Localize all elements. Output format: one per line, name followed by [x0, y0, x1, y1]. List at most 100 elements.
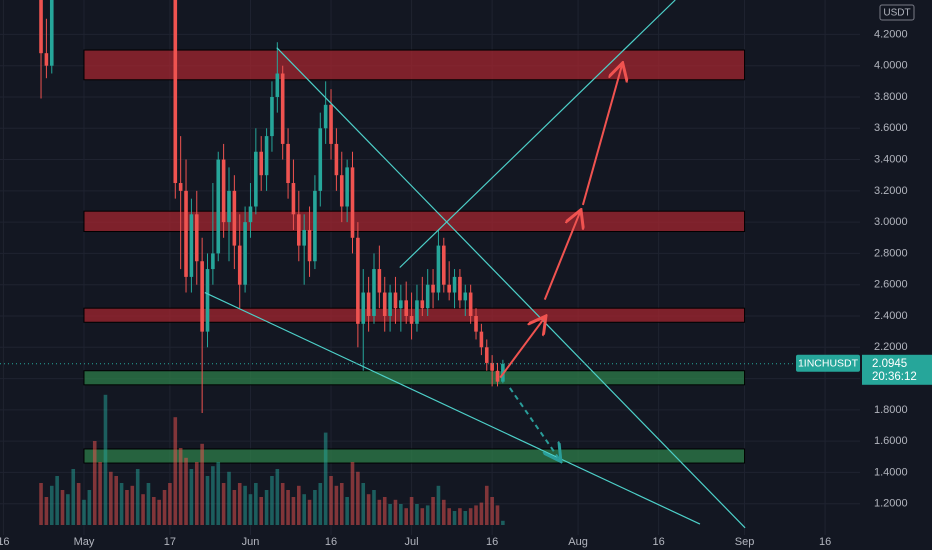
- candle-body: [221, 159, 226, 223]
- volume-bar: [200, 443, 204, 525]
- x-tick-label: 16: [0, 536, 10, 548]
- x-tick-label: 17: [164, 536, 176, 548]
- volume-bar: [237, 483, 242, 525]
- candle-body: [334, 143, 339, 176]
- volume-bar: [248, 494, 253, 525]
- currency-label: USDT: [883, 8, 910, 19]
- x-tick-label: Aug: [568, 536, 588, 548]
- candle-body: [425, 284, 430, 309]
- candle-body: [184, 190, 188, 277]
- candle-body: [323, 104, 328, 129]
- volume-bar: [152, 497, 156, 525]
- candle-body: [254, 151, 258, 207]
- volume-bar: [334, 485, 339, 525]
- volume-bar: [468, 508, 473, 525]
- volume-bar: [205, 476, 210, 525]
- candle-body: [415, 300, 419, 324]
- zone: [83, 370, 746, 386]
- volume-bar: [264, 490, 269, 525]
- volume-bar: [109, 471, 113, 525]
- zone: [83, 210, 746, 233]
- volume-bar: [366, 494, 371, 525]
- arrow: [509, 387, 560, 460]
- volume-bar: [243, 485, 247, 525]
- volume-bar: [345, 497, 349, 525]
- y-tick-label: 3.8000: [874, 91, 908, 103]
- x-tick-label: 16: [325, 536, 337, 548]
- y-tick-label: 4.2000: [874, 28, 908, 40]
- zone: [83, 49, 746, 81]
- volume-bar: [82, 499, 86, 525]
- volume-bar: [87, 490, 92, 525]
- volume-bar: [211, 466, 215, 525]
- candle-body: [302, 229, 306, 246]
- candle-body: [194, 214, 199, 262]
- arrow: [543, 212, 580, 300]
- volume-bar: [490, 497, 494, 525]
- candle-body: [44, 53, 49, 66]
- y-tick-label: 1.6000: [874, 435, 908, 447]
- volume-bar: [458, 508, 462, 525]
- volume-bar: [162, 490, 167, 525]
- volume-bar: [484, 485, 489, 525]
- y-tick-label: 2.2000: [874, 341, 908, 353]
- candle-body: [404, 300, 409, 316]
- volume-bar: [377, 499, 382, 525]
- trend-line: [276, 47, 746, 529]
- volume-bar: [409, 497, 414, 525]
- volume-bar: [302, 494, 306, 525]
- arrow: [499, 318, 545, 379]
- candle-body: [318, 128, 323, 191]
- candle-body: [447, 284, 451, 293]
- candle-body: [49, 0, 54, 66]
- volume-bar: [382, 497, 387, 525]
- candle-body: [291, 183, 296, 215]
- volume-bar: [55, 476, 59, 525]
- volume-bar: [415, 504, 419, 525]
- volume-bar: [431, 497, 435, 525]
- x-tick-label: 16: [819, 536, 831, 548]
- volume-bar: [323, 432, 328, 525]
- candle-body: [420, 300, 425, 309]
- volume-bar: [425, 505, 430, 525]
- volume-bar: [216, 462, 221, 525]
- candle-body: [409, 315, 414, 324]
- trend-line: [204, 291, 701, 525]
- volume-bar: [66, 494, 70, 525]
- volume-bar: [291, 497, 296, 525]
- volume-bar: [270, 476, 274, 525]
- x-tick-label: May: [74, 536, 95, 548]
- candle-body: [468, 292, 473, 316]
- candle-body: [313, 190, 317, 262]
- volume-bar: [173, 417, 178, 525]
- volume-bar: [146, 483, 151, 525]
- volume-bar: [178, 448, 183, 525]
- volume-bar: [479, 502, 484, 525]
- volume-bar: [436, 485, 441, 525]
- y-tick-label: 2.6000: [874, 279, 908, 291]
- x-tick-label: 16: [652, 536, 664, 548]
- candle-body: [189, 214, 194, 277]
- volume-bar: [189, 469, 194, 525]
- volume-bar: [254, 483, 258, 525]
- volume-bar: [463, 511, 468, 525]
- volume-bar: [339, 483, 344, 525]
- candle-body: [339, 175, 344, 207]
- volume-bar: [474, 505, 478, 525]
- candle-body: [259, 151, 264, 176]
- candle-body: [393, 292, 398, 309]
- y-tick-label: 1.8000: [874, 404, 908, 416]
- x-tick-label: Sep: [735, 536, 755, 548]
- volume-bar: [356, 471, 360, 525]
- volume-bar: [125, 490, 129, 525]
- volume-bar: [361, 483, 366, 525]
- y-tick-label: 2.4000: [874, 310, 908, 322]
- candle-body: [366, 292, 371, 316]
- volume-bar: [275, 469, 280, 525]
- candle-body: [270, 96, 274, 137]
- trend-line: [399, 0, 676, 268]
- volume-bar: [313, 490, 317, 525]
- candle-body: [361, 292, 366, 324]
